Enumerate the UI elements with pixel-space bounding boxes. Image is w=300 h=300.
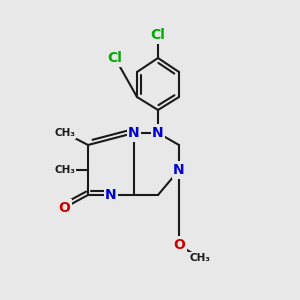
Text: N: N bbox=[128, 126, 140, 140]
Text: Cl: Cl bbox=[108, 51, 122, 65]
Text: N: N bbox=[173, 163, 185, 177]
Text: O: O bbox=[173, 238, 185, 252]
Text: O: O bbox=[58, 201, 70, 215]
Text: N: N bbox=[105, 188, 117, 202]
Text: N: N bbox=[152, 126, 164, 140]
Text: Cl: Cl bbox=[151, 28, 165, 42]
Text: CH₃: CH₃ bbox=[55, 165, 76, 175]
Text: CH₃: CH₃ bbox=[190, 253, 211, 263]
Text: CH₃: CH₃ bbox=[55, 128, 76, 138]
